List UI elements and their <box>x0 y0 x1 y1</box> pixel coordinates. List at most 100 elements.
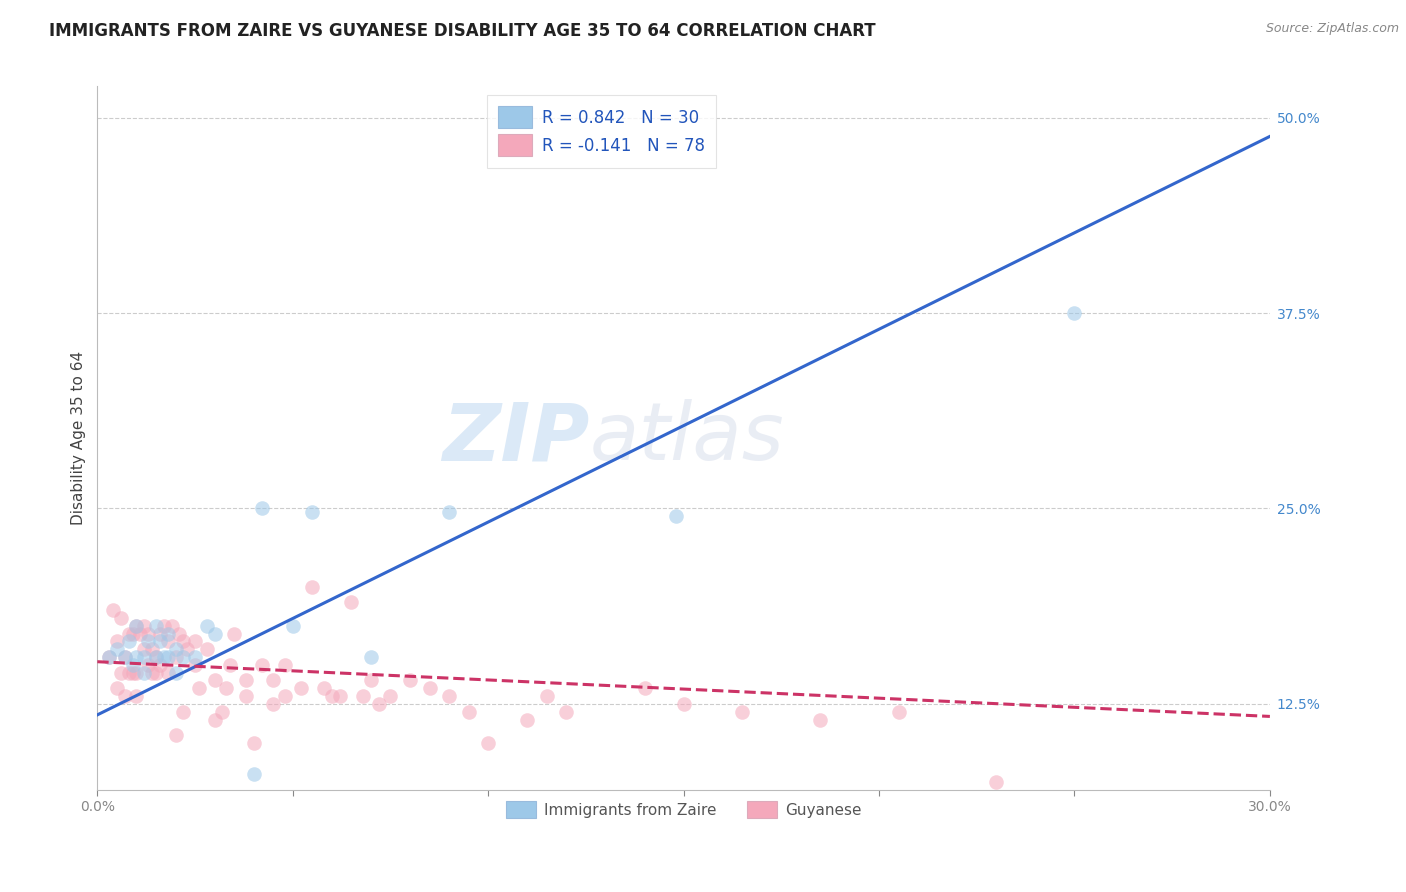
Point <box>101 603 124 617</box>
Point <box>204 673 226 688</box>
Point <box>301 580 323 594</box>
Point <box>367 697 389 711</box>
Point <box>136 657 159 672</box>
Point <box>169 626 191 640</box>
Point <box>665 509 688 524</box>
Point <box>437 689 460 703</box>
Point <box>195 619 218 633</box>
Point <box>477 736 499 750</box>
Point <box>165 650 187 665</box>
Point <box>250 657 273 672</box>
Point <box>152 619 174 633</box>
Point <box>105 634 128 648</box>
Point <box>290 681 312 696</box>
Point <box>184 634 207 648</box>
Point <box>321 689 343 703</box>
Point <box>340 595 363 609</box>
Text: atlas: atlas <box>589 399 785 477</box>
Point <box>114 650 136 665</box>
Point <box>274 657 297 672</box>
Point <box>105 642 128 657</box>
Point <box>121 626 143 640</box>
Point <box>156 634 179 648</box>
Point <box>242 767 264 781</box>
Point <box>555 705 578 719</box>
Point <box>110 611 132 625</box>
Point <box>329 689 352 703</box>
Point <box>184 650 207 665</box>
Point <box>134 650 156 665</box>
Point <box>156 665 179 680</box>
Point <box>360 650 382 665</box>
Point <box>98 650 121 665</box>
Point <box>399 673 422 688</box>
Point <box>262 697 284 711</box>
Point <box>176 642 198 657</box>
Point <box>352 689 374 703</box>
Point <box>134 619 156 633</box>
Point <box>105 681 128 696</box>
Point <box>152 650 174 665</box>
Legend: Immigrants from Zaire, Guyanese: Immigrants from Zaire, Guyanese <box>499 795 868 824</box>
Point <box>145 619 167 633</box>
Point <box>810 713 832 727</box>
Point <box>188 681 211 696</box>
Point <box>125 689 148 703</box>
Point <box>211 705 233 719</box>
Point <box>184 657 207 672</box>
Point <box>145 650 167 665</box>
Point <box>242 736 264 750</box>
Point <box>110 665 132 680</box>
Point <box>160 619 183 633</box>
Point <box>312 681 335 696</box>
Point <box>117 626 139 640</box>
Point <box>204 713 226 727</box>
Point <box>536 689 558 703</box>
Point <box>121 665 143 680</box>
Point <box>172 634 194 648</box>
Point <box>235 673 257 688</box>
Point <box>215 681 238 696</box>
Point <box>149 634 172 648</box>
Point <box>672 697 695 711</box>
Point <box>114 689 136 703</box>
Point <box>380 689 402 703</box>
Point <box>145 665 167 680</box>
Point <box>274 689 297 703</box>
Point <box>117 634 139 648</box>
Point <box>204 626 226 640</box>
Point <box>986 775 1008 789</box>
Point <box>136 626 159 640</box>
Point <box>219 657 242 672</box>
Point <box>136 634 159 648</box>
Point <box>165 728 187 742</box>
Point <box>117 665 139 680</box>
Point <box>235 689 257 703</box>
Point <box>149 657 172 672</box>
Point <box>301 505 323 519</box>
Point <box>1063 306 1085 320</box>
Point <box>360 673 382 688</box>
Point <box>129 626 152 640</box>
Point <box>457 705 479 719</box>
Point <box>516 713 538 727</box>
Point <box>172 705 194 719</box>
Point <box>419 681 441 696</box>
Point <box>125 650 148 665</box>
Text: Source: ZipAtlas.com: Source: ZipAtlas.com <box>1265 22 1399 36</box>
Point <box>262 673 284 688</box>
Point <box>224 626 246 640</box>
Point <box>149 626 172 640</box>
Point <box>887 705 910 719</box>
Point <box>141 665 163 680</box>
Point <box>134 665 156 680</box>
Point <box>195 642 218 657</box>
Point <box>141 642 163 657</box>
Point <box>437 505 460 519</box>
Point <box>145 650 167 665</box>
Point <box>250 501 273 516</box>
Point <box>125 619 148 633</box>
Text: ZIP: ZIP <box>443 399 589 477</box>
Y-axis label: Disability Age 35 to 64: Disability Age 35 to 64 <box>72 351 86 525</box>
Point <box>98 650 121 665</box>
